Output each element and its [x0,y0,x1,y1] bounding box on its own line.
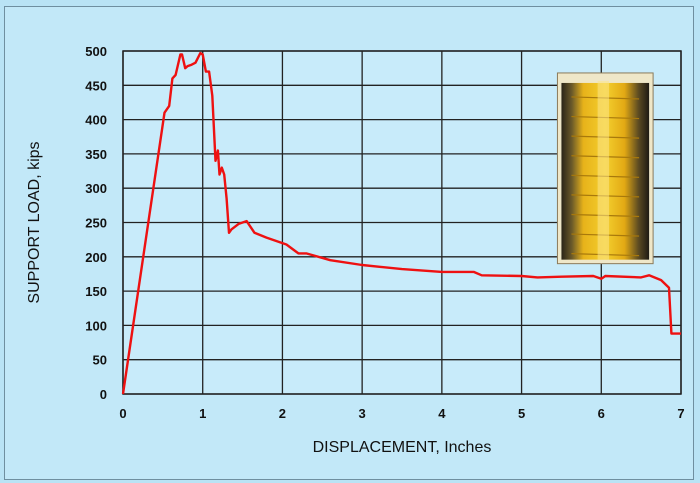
series-line [121,51,681,395]
x-tick-label: 4 [438,406,446,421]
inset-photo [556,72,654,265]
chart-frame: 0 1 2 3 4 5 6 7 0 50 100 150 200 250 300 350 400 450 500 D… [4,6,694,480]
y-tick-label: 400 [85,113,107,128]
y-tick-label: 250 [85,216,107,231]
inset-photo-highlight [597,80,610,260]
x-tick-label: 2 [279,406,286,421]
y-tick-label: 500 [85,44,107,59]
line-chart: 0 1 2 3 4 5 6 7 0 50 100 150 200 250 300 350 400 450 500 D… [26,44,685,456]
x-tick-label: 3 [359,406,366,421]
tick-labels: 0 1 2 3 4 5 6 7 0 50 100 150 200 250 300 350 400 450 500 [85,44,684,421]
x-tick-label: 1 [199,406,206,421]
x-tick-label: 0 [119,406,126,421]
y-tick-label: 0 [100,387,107,402]
grid-lines [122,50,682,395]
y-tick-label: 450 [85,78,107,93]
x-tick-label: 7 [677,406,684,421]
y-tick-label: 350 [85,147,107,162]
x-axis-title: DISPLACEMENT, Inches [313,439,492,456]
y-tick-label: 150 [85,284,107,299]
x-tick-label: 6 [598,406,605,421]
y-axis-title: SUPPORT LOAD, kips [26,141,43,303]
y-tick-label: 50 [93,353,107,368]
x-tick-label: 5 [518,406,525,421]
series-layer [121,51,681,395]
y-tick-label: 100 [85,318,107,333]
y-tick-label: 300 [85,181,107,196]
y-tick-label: 200 [85,250,107,265]
